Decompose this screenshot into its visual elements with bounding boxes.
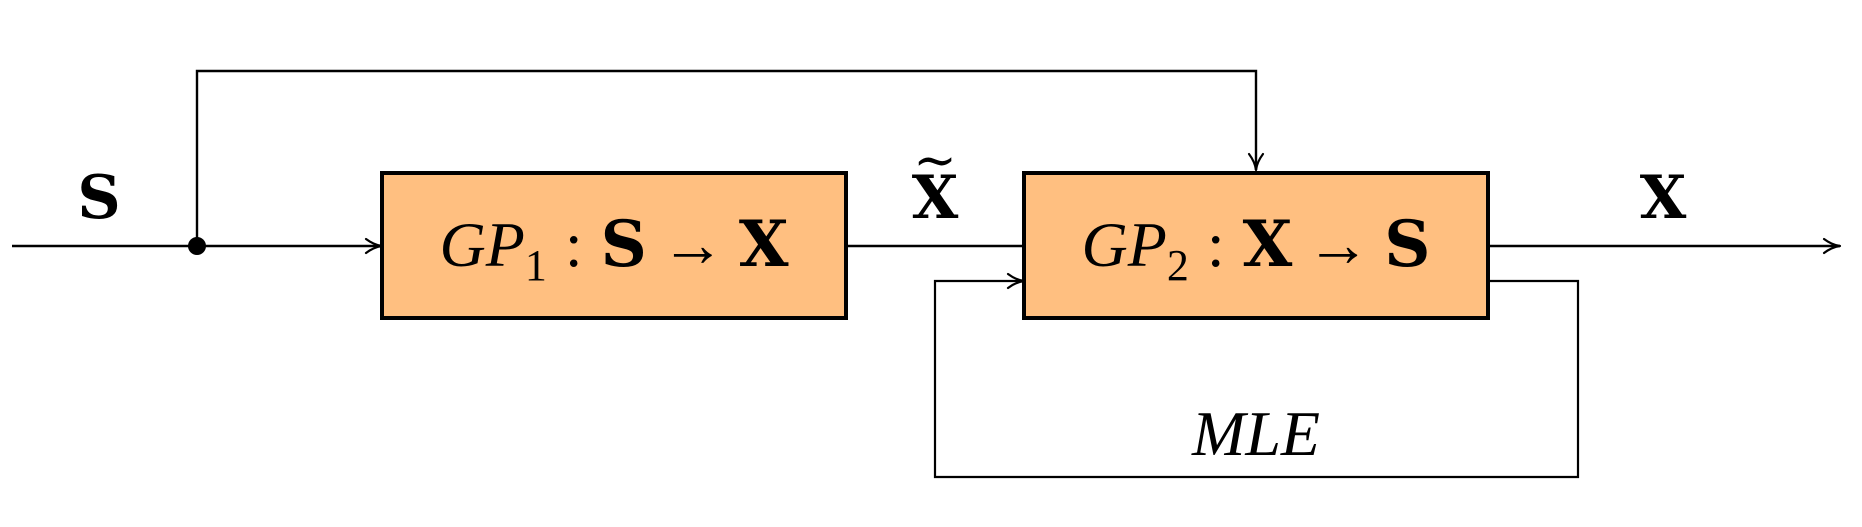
input-signal-label: S [77,163,120,233]
gp2-block [1022,171,1490,320]
split-point [188,237,206,255]
gp2-label: GP2: X → S [1082,207,1431,290]
gp1-codomain: X [739,207,789,282]
gp2-codomain: S [1384,207,1430,282]
feedback-label: MLE [1191,398,1320,469]
gp1-subscript: 1 [525,241,547,290]
gp2-arrow: → [1306,209,1370,280]
gp1-colon: : [565,209,583,280]
gp1-name: GP [440,209,525,280]
gp2-subscript: 2 [1167,241,1189,290]
gp1-arrow: → [661,209,725,280]
gp2-domain: X [1243,207,1293,282]
intermediate-signal-tilde: ~ [913,131,957,191]
gp2-name: GP [1082,209,1167,280]
output-signal-label: X [1640,163,1687,233]
gp1-label: GP1: S → X [440,207,789,290]
gp2-colon: : [1207,209,1225,280]
intermediate-signal-label: X [912,163,959,233]
bypass-arrow [195,69,1265,246]
gp1-block [380,171,848,320]
gp1-domain: S [601,207,647,282]
feedback-loop-arrow [933,272,1580,479]
